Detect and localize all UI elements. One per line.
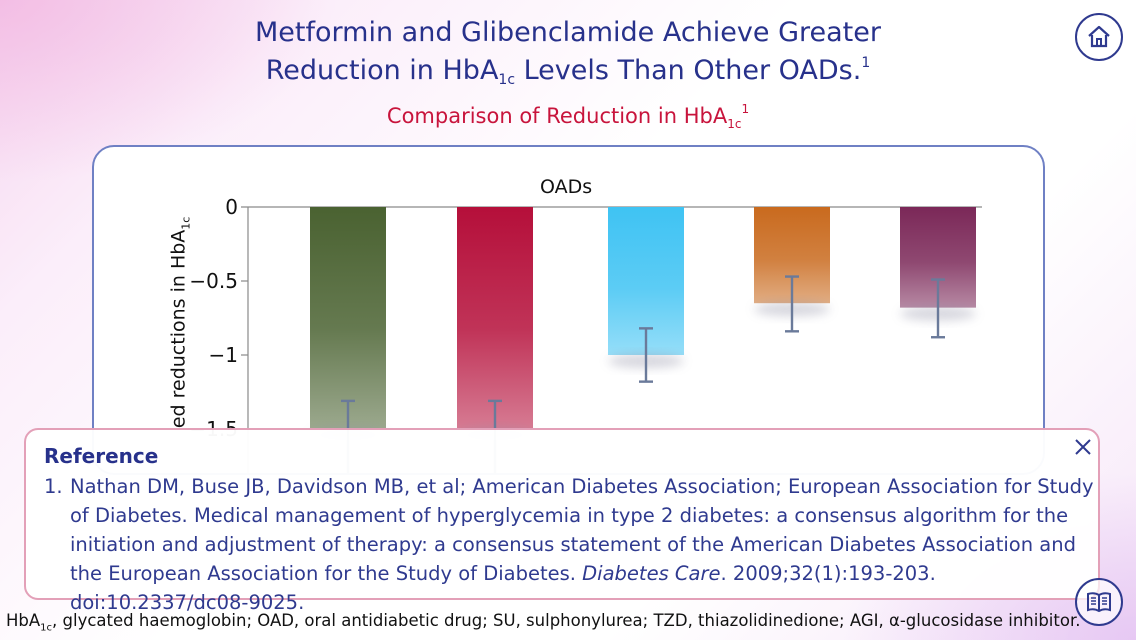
chart-subtitle: Comparison of Reduction in HbA1c1 <box>386 102 750 131</box>
journal-name: Diabetes Care <box>582 562 721 585</box>
title-line-2: Reduction in HbA1c Levels Than Other OAD… <box>265 55 871 88</box>
references-button[interactable] <box>1075 578 1123 626</box>
home-button[interactable] <box>1075 13 1123 61</box>
y-axis-title: ed reductions in HbA1c <box>167 216 193 429</box>
page-title: Metformin and Glibenclamide Achieve Grea… <box>0 14 1136 90</box>
reference-heading: Reference <box>44 444 159 468</box>
title-line-1: Metformin and Glibenclamide Achieve Grea… <box>255 17 881 48</box>
reference-text: Nathan DM, Buse JB, Davidson MB, et al; … <box>70 475 1094 614</box>
reference-item: 1. Nathan DM, Buse JB, Davidson MB, et a… <box>44 472 1094 617</box>
close-icon <box>1075 439 1091 455</box>
reference-number: 1. <box>44 475 63 498</box>
book-icon <box>1087 592 1111 613</box>
home-icon <box>1088 25 1110 48</box>
close-button[interactable] <box>1072 436 1094 458</box>
chart-title: OADs <box>540 176 593 198</box>
chart-panel <box>92 145 1045 475</box>
reference-popup: Reference 1. Nathan DM, Buse JB, Davidso… <box>24 428 1100 614</box>
footnote: HbA1c, glycated haemoglobin; OAD, oral a… <box>6 611 1081 634</box>
